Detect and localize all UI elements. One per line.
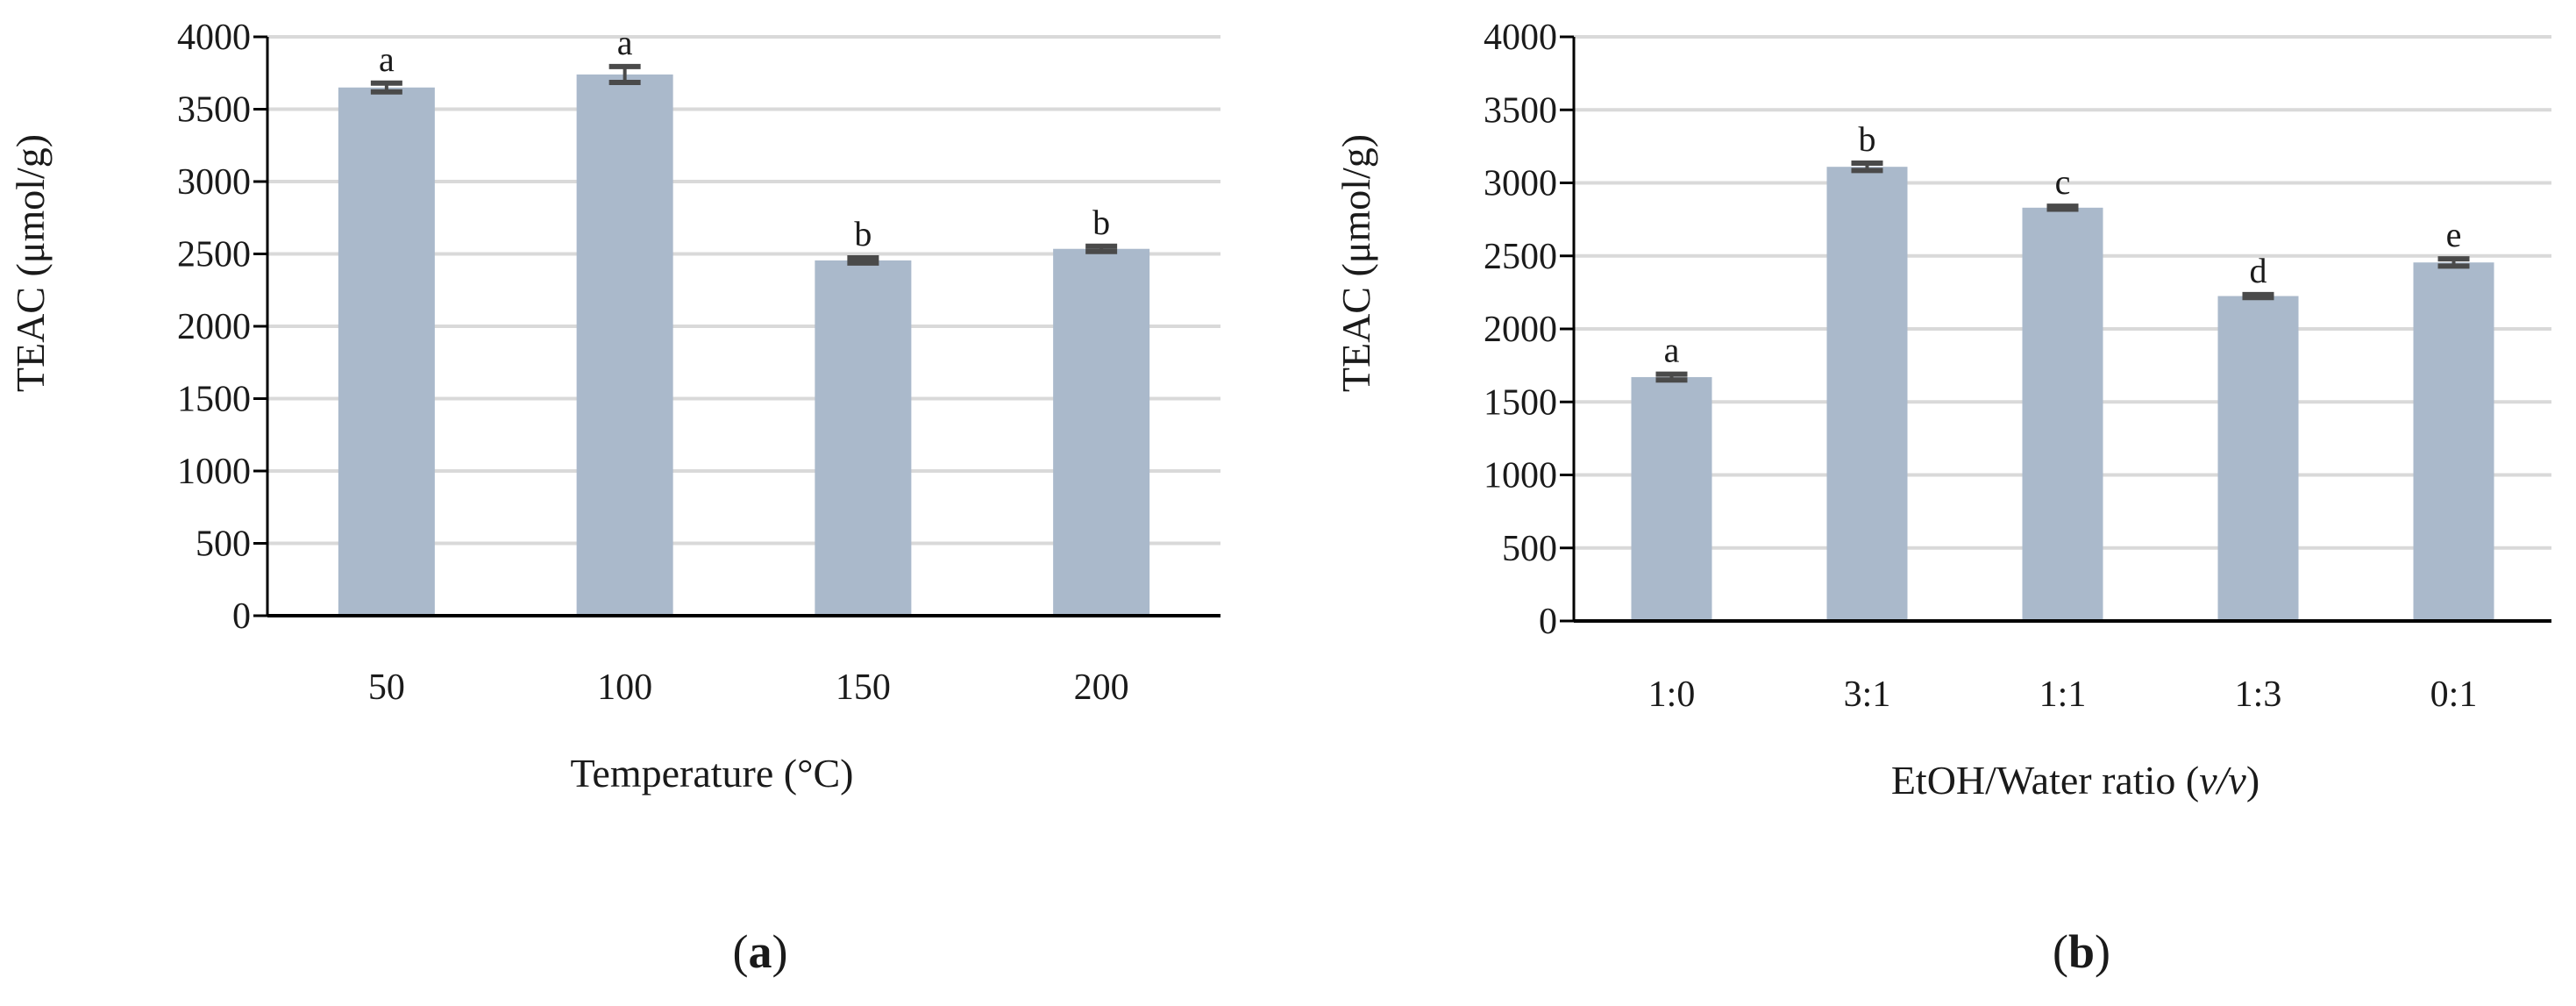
x-tick-label: 1:3 bbox=[2235, 674, 2282, 715]
x-tick-label: 3:1 bbox=[1844, 674, 1891, 715]
x-tick-label: 150 bbox=[836, 667, 891, 708]
y-tick-label: 2500 bbox=[1484, 237, 1557, 277]
bar bbox=[1053, 248, 1150, 616]
y-tick-label: 3000 bbox=[1484, 164, 1557, 204]
y-tick-label: 2000 bbox=[177, 307, 251, 347]
bar bbox=[2217, 296, 2299, 621]
panel-label-a: (a) bbox=[733, 925, 788, 978]
significance-label: b bbox=[1092, 203, 1110, 242]
chart-a: 0 500 1000 1500 2000 2500 3000 3500 4000 a 50 a 100 b… bbox=[177, 18, 1220, 708]
significance-label: e bbox=[2446, 215, 2462, 254]
bar bbox=[1631, 376, 1712, 621]
chart-a-xlabel: Temperature (°C) bbox=[571, 751, 854, 796]
significance-label: c bbox=[2055, 162, 2071, 202]
y-tick-label: 0 bbox=[232, 596, 251, 637]
bar bbox=[815, 260, 912, 616]
y-tick-label: 2000 bbox=[1484, 310, 1557, 350]
chart-b-xlabel: EtOH/Water ratio (v/v) bbox=[1891, 758, 2259, 803]
bar bbox=[2413, 262, 2494, 621]
y-tick-label: 2500 bbox=[177, 235, 251, 275]
y-tick-label: 3500 bbox=[1484, 90, 1557, 131]
chart-b: 0 500 1000 1500 2000 2500 3000 3500 4000 a 1:0 b 3:1… bbox=[1484, 18, 2551, 715]
significance-label: b bbox=[854, 214, 872, 253]
panel-label-b: (b) bbox=[2053, 925, 2110, 978]
chart-a-ylabel: TEAC (μmol/g) bbox=[8, 134, 53, 392]
y-tick-label: 1500 bbox=[1484, 382, 1557, 423]
x-tick-label: 0:1 bbox=[2430, 674, 2478, 715]
y-tick-label: 0 bbox=[1539, 602, 1557, 642]
bar bbox=[338, 87, 435, 616]
y-tick-label: 500 bbox=[1502, 529, 1557, 569]
y-tick-label: 4000 bbox=[177, 18, 251, 58]
x-tick-label: 1:0 bbox=[1648, 674, 1696, 715]
significance-label: a bbox=[1664, 331, 1680, 370]
y-tick-label: 3500 bbox=[177, 90, 251, 131]
significance-label: d bbox=[2250, 251, 2267, 290]
x-tick-label: 200 bbox=[1074, 667, 1129, 708]
y-tick-label: 1000 bbox=[1484, 456, 1557, 496]
x-tick-label: 50 bbox=[368, 667, 405, 708]
bar bbox=[2022, 207, 2103, 621]
significance-label: a bbox=[617, 23, 633, 62]
y-tick-label: 1000 bbox=[177, 452, 251, 492]
y-tick-label: 1500 bbox=[177, 380, 251, 420]
bar bbox=[576, 74, 673, 616]
significance-label: a bbox=[379, 39, 395, 79]
chart-b-ylabel: TEAC (μmol/g) bbox=[1334, 134, 1378, 392]
y-tick-label: 3000 bbox=[177, 162, 251, 203]
x-tick-label: 1:1 bbox=[2039, 674, 2087, 715]
bar bbox=[1826, 167, 1908, 621]
x-tick-label: 100 bbox=[597, 667, 652, 708]
y-tick-label: 500 bbox=[196, 524, 251, 565]
y-tick-label: 4000 bbox=[1484, 18, 1557, 58]
significance-label: b bbox=[1859, 119, 1876, 159]
